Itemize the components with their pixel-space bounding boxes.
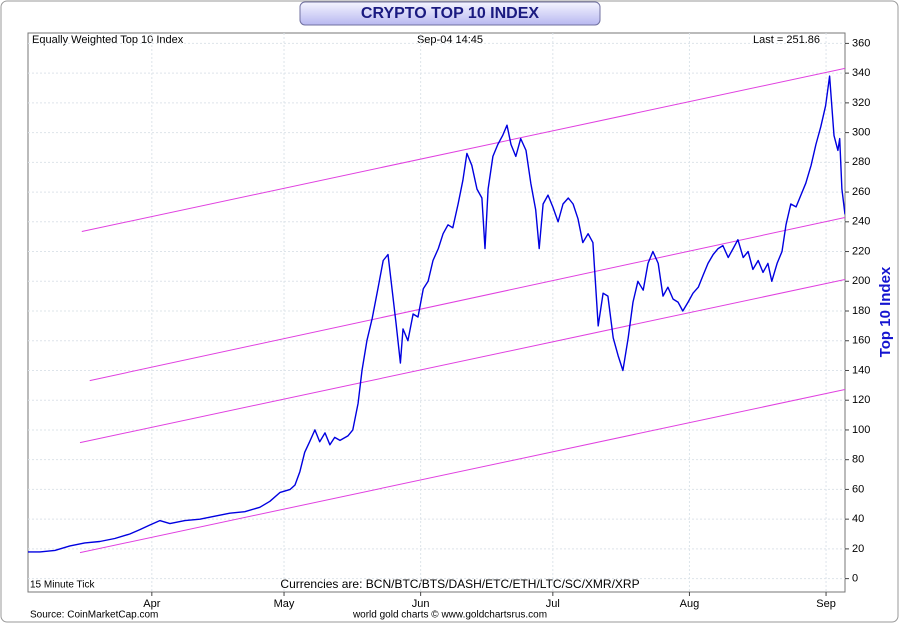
chart-title: CRYPTO TOP 10 INDEX xyxy=(361,5,539,22)
y-tick-label: 260 xyxy=(852,186,870,198)
y-tick-label: 20 xyxy=(852,543,864,555)
channel-line xyxy=(89,217,845,382)
y-tick-label: 120 xyxy=(852,394,870,406)
y-tick-label: 100 xyxy=(852,424,870,436)
x-tick-label: Jun xyxy=(412,598,430,610)
x-tick-label: Sep xyxy=(816,598,836,610)
y-tick-label: 80 xyxy=(852,454,864,466)
source: Source: CoinMarketCap.com xyxy=(30,610,158,621)
y-tick-label: 200 xyxy=(852,275,870,287)
index-line xyxy=(28,75,845,553)
y-tick-label: 300 xyxy=(852,127,870,139)
x-tick-label: May xyxy=(274,598,295,610)
currencies-note: Currencies are: BCN/BTC/BTS/DASH/ETC/ETH… xyxy=(280,577,639,591)
y-tick-label: 340 xyxy=(852,67,870,79)
subtitle-right: Last = 251.86 xyxy=(753,34,820,46)
y-tick-label: 220 xyxy=(852,245,870,257)
x-tick-label: Jul xyxy=(546,598,560,610)
title-box xyxy=(299,1,601,26)
channel-line xyxy=(79,389,845,554)
y-tick-label: 180 xyxy=(852,305,870,317)
y-tick-label: 280 xyxy=(852,156,870,168)
channel-line xyxy=(81,67,845,232)
y-tick-label: 40 xyxy=(852,513,864,525)
y-tick-label: 160 xyxy=(852,335,870,347)
y-tick-label: 240 xyxy=(852,216,870,228)
y-tick-label: 60 xyxy=(852,483,864,495)
channel-line xyxy=(79,279,845,444)
subtitle-center: Sep-04 14:45 xyxy=(417,34,483,46)
y-axis-label: Top 10 Index xyxy=(877,266,894,357)
subtitle-left: Equally Weighted Top 10 Index xyxy=(32,34,184,46)
credit: world gold charts © www.goldchartsrus.co… xyxy=(352,610,547,621)
x-tick-label: Aug xyxy=(680,598,700,610)
plot-area xyxy=(27,32,846,593)
y-tick-label: 360 xyxy=(852,37,870,49)
y-tick-label: 320 xyxy=(852,97,870,109)
y-tick-label: 140 xyxy=(852,364,870,376)
y-tick-label: 0 xyxy=(852,573,858,585)
frequency-note: 15 Minute Tick xyxy=(30,580,95,591)
x-tick-label: Apr xyxy=(143,598,160,610)
